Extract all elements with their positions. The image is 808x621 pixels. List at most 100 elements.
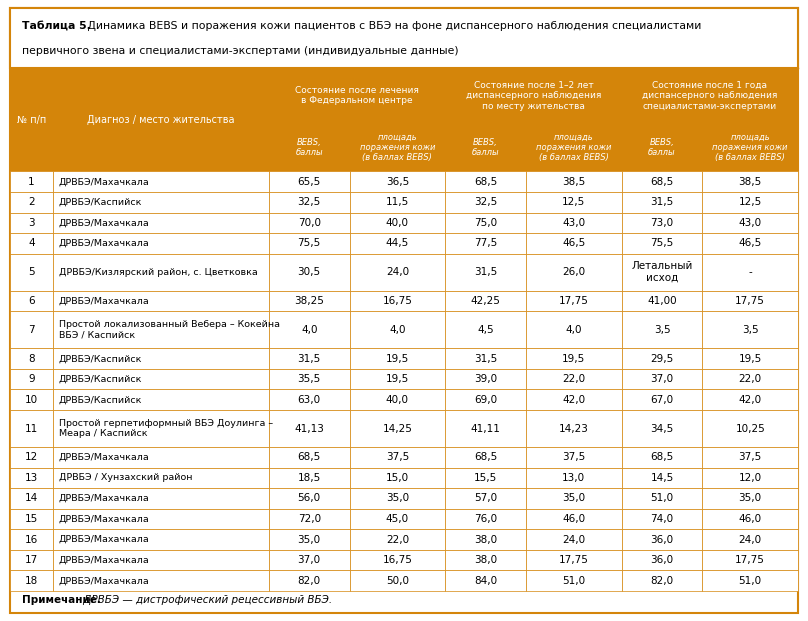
Text: 77,5: 77,5 (474, 238, 497, 248)
Text: 41,13: 41,13 (294, 424, 324, 433)
Bar (621, 291, 702, 311)
Text: 35,5: 35,5 (297, 374, 321, 384)
Bar (526, 571, 621, 591)
Bar (526, 529, 621, 550)
Bar (621, 529, 702, 550)
Bar (702, 550, 798, 571)
Text: 82,0: 82,0 (650, 576, 674, 586)
Text: 68,5: 68,5 (650, 177, 674, 187)
Bar (53, 311, 269, 348)
Bar (53, 68, 269, 171)
Text: 44,5: 44,5 (385, 238, 409, 248)
Text: 13,0: 13,0 (562, 473, 585, 483)
Text: 12,0: 12,0 (739, 473, 762, 483)
Bar (269, 389, 350, 410)
Bar (269, 254, 350, 291)
Bar (350, 509, 445, 529)
Text: 16,75: 16,75 (382, 296, 412, 306)
Text: 32,5: 32,5 (297, 197, 321, 207)
Text: 34,5: 34,5 (650, 424, 674, 433)
Text: первичного звена и специалистами-экспертами (индивидуальные данные): первичного звена и специалистами-эксперт… (22, 46, 459, 56)
Text: Динамика BEBS и поражения кожи пациентов с ВБЭ на фоне диспансерного наблюдения : Динамика BEBS и поражения кожи пациентов… (84, 21, 701, 31)
Text: 14: 14 (25, 494, 38, 504)
Text: 15: 15 (25, 514, 38, 524)
Text: ДРВБЭ/Махачкала: ДРВБЭ/Махачкала (59, 219, 149, 227)
Bar (53, 348, 269, 369)
Text: 39,0: 39,0 (474, 374, 497, 384)
Text: 19,5: 19,5 (739, 353, 762, 364)
Bar (53, 369, 269, 389)
Text: 63,0: 63,0 (297, 395, 321, 405)
Bar (526, 212, 621, 233)
Bar (526, 311, 621, 348)
Bar (621, 311, 702, 348)
Text: ДРВБЭ / Хунзахский район: ДРВБЭ / Хунзахский район (59, 473, 192, 483)
Bar (350, 124, 445, 171)
Text: 19,5: 19,5 (562, 353, 586, 364)
Bar (10, 509, 53, 529)
Text: 36,5: 36,5 (385, 177, 409, 187)
Text: 42,25: 42,25 (471, 296, 500, 306)
Bar (702, 509, 798, 529)
Bar (269, 529, 350, 550)
Bar (621, 212, 702, 233)
Text: 32,5: 32,5 (474, 197, 497, 207)
Bar (350, 468, 445, 488)
Bar (269, 192, 350, 212)
Bar (702, 369, 798, 389)
Text: 12: 12 (25, 452, 38, 463)
Text: 35,0: 35,0 (562, 494, 585, 504)
Bar (526, 410, 621, 447)
Bar (445, 124, 526, 171)
Text: 31,5: 31,5 (297, 353, 321, 364)
Bar (445, 550, 526, 571)
Text: 11,5: 11,5 (385, 197, 409, 207)
Bar (53, 509, 269, 529)
Text: 37,0: 37,0 (297, 555, 321, 565)
Bar (269, 124, 350, 171)
Text: 41,11: 41,11 (471, 424, 500, 433)
Text: 1: 1 (28, 177, 35, 187)
Bar (10, 447, 53, 468)
Bar (350, 171, 445, 192)
Text: 36,0: 36,0 (650, 555, 674, 565)
Text: 42,0: 42,0 (739, 395, 762, 405)
Bar (53, 447, 269, 468)
Text: ДРВБЭ/Каспийск: ДРВБЭ/Каспийск (59, 198, 142, 207)
Bar (10, 233, 53, 254)
Text: Состояние после 1–2 лет
диспансерного наблюдения
по месту жительства: Состояние после 1–2 лет диспансерного на… (465, 81, 601, 111)
Bar (53, 468, 269, 488)
Text: 7: 7 (28, 325, 35, 335)
Text: 29,5: 29,5 (650, 353, 674, 364)
Text: 50,0: 50,0 (386, 576, 409, 586)
Text: 46,0: 46,0 (562, 514, 585, 524)
Bar (526, 291, 621, 311)
Text: Таблица 5.: Таблица 5. (22, 21, 90, 31)
Bar (526, 192, 621, 212)
Text: 40,0: 40,0 (386, 218, 409, 228)
Text: 17,75: 17,75 (735, 296, 765, 306)
Bar (621, 571, 702, 591)
Text: 36,0: 36,0 (650, 535, 674, 545)
Text: 51,0: 51,0 (650, 494, 674, 504)
Text: 4,0: 4,0 (389, 325, 406, 335)
Bar (445, 233, 526, 254)
Bar (621, 488, 702, 509)
Text: 14,25: 14,25 (382, 424, 412, 433)
Bar (445, 254, 526, 291)
Bar (10, 8, 798, 68)
Text: BEBS,
баллы: BEBS, баллы (296, 138, 323, 157)
Bar (702, 488, 798, 509)
Bar (350, 192, 445, 212)
Bar (10, 410, 53, 447)
Text: 6: 6 (28, 296, 35, 306)
Bar (526, 369, 621, 389)
Text: 68,5: 68,5 (297, 452, 321, 463)
Bar (621, 447, 702, 468)
Bar (445, 468, 526, 488)
Bar (526, 389, 621, 410)
Text: 68,5: 68,5 (474, 177, 497, 187)
Bar (350, 389, 445, 410)
Bar (53, 192, 269, 212)
Bar (269, 571, 350, 591)
